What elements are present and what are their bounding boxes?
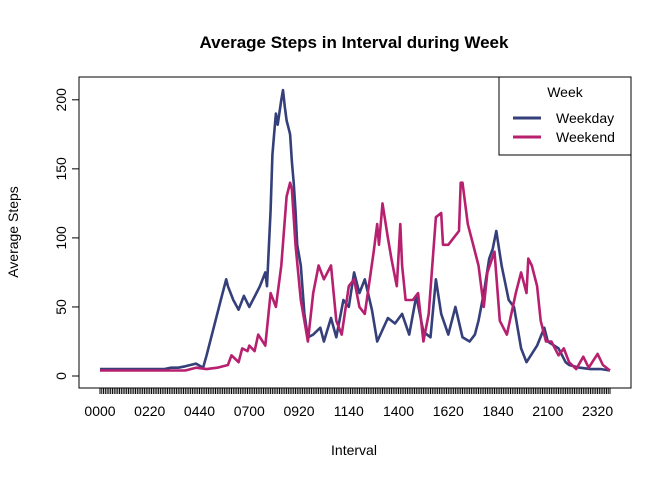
series-line-weekday (100, 88, 611, 372)
x-tick-label: 0440 (184, 403, 215, 419)
chart-title: Average Steps in Interval during Week (200, 33, 509, 52)
legend-label-weekend: Weekend (556, 129, 615, 145)
y-tick-label: 200 (53, 88, 69, 112)
y-tick-label: 150 (53, 157, 69, 181)
x-tick-label: 2100 (532, 403, 563, 419)
x-tick-label: 1840 (482, 403, 513, 419)
y-axis-label: Average Steps (5, 186, 21, 278)
legend-box (498, 76, 632, 156)
legend-title: Week (547, 84, 584, 100)
legend-label-weekday: Weekday (556, 110, 614, 126)
y-axis: 0 50 100 150 200 (53, 88, 80, 380)
x-tick-label: 1400 (383, 403, 414, 419)
x-axis: 0000 0220 0440 0700 0920 1140 1400 1620 1840 2100… (84, 387, 613, 419)
y-tick-label: 100 (53, 226, 69, 250)
series-lines (100, 88, 611, 372)
x-tick-label: 1620 (433, 403, 464, 419)
x-tick-label: 0700 (234, 403, 265, 419)
y-tick-label: 0 (53, 372, 69, 380)
x-tick-label: 0000 (84, 403, 115, 419)
x-tick-label: 2320 (582, 403, 613, 419)
series-line-weekend (100, 181, 611, 372)
x-tick-label: 0220 (134, 403, 165, 419)
x-tick-label: 1140 (334, 403, 364, 419)
x-tick-label: 0920 (283, 403, 314, 419)
y-tick-label: 50 (53, 299, 69, 315)
legend: Week Weekday Weekend (498, 76, 632, 156)
x-axis-label: Interval (331, 442, 377, 458)
